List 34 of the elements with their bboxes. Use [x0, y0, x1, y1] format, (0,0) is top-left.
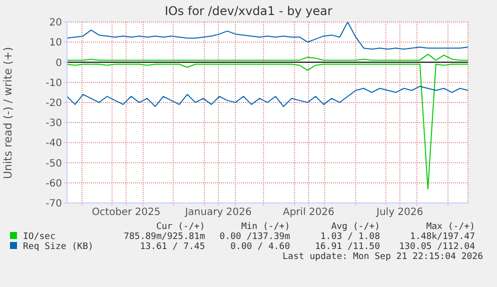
y-axis-title: Units read (-) / write (+) — [2, 46, 14, 180]
text: 0.00 / 4.60 — [229, 242, 290, 252]
text: 1.03 / 1.08 — [319, 232, 380, 242]
text: Avg (-/+) — [330, 222, 380, 232]
line-series — [67, 86, 468, 107]
y-tick-label: -40 — [46, 138, 62, 150]
line-series — [67, 54, 468, 61]
y-tick-label: 20 — [49, 18, 62, 29]
x-tick-label: July 2026 — [376, 207, 424, 218]
legend-label: IO/sec — [22, 232, 57, 242]
text: 1.48k/197.47 — [408, 232, 475, 242]
text: 785.89m/925.81m — [122, 232, 205, 242]
text: 0.00 /137.39m — [218, 232, 290, 242]
y-tick-label: 10 — [49, 38, 62, 49]
text: 130.05 /112.04 — [398, 242, 475, 252]
y-tick-label: -70 — [46, 198, 62, 210]
y-tick-label: -30 — [46, 118, 62, 130]
x-tick-label: April 2026 — [282, 207, 334, 218]
text: Max (-/+) — [425, 222, 475, 232]
x-tick-label: January 2026 — [184, 207, 252, 218]
text: Cur (-/+) — [155, 222, 205, 232]
y-tick-label: -50 — [46, 158, 62, 170]
y-tick-label: 0 — [56, 58, 62, 69]
y-tick-label: -10 — [46, 78, 62, 89]
line-series — [67, 64, 468, 190]
y-tick-label: -20 — [46, 98, 62, 109]
x-tick-label: October 2025 — [92, 207, 160, 218]
chart-title: IOs for /dev/xvda1 - by year — [164, 4, 334, 18]
y-tick-label: -60 — [46, 178, 62, 190]
text: 16.91 /11.50 — [314, 242, 380, 252]
text: Min (-/+) — [240, 222, 290, 232]
text: 13.61 / 7.45 — [138, 242, 205, 252]
text: Last update: Mon Sep 21 22:15:04 2026 — [282, 252, 484, 262]
legend-label: Req Size (KB) — [22, 242, 94, 252]
